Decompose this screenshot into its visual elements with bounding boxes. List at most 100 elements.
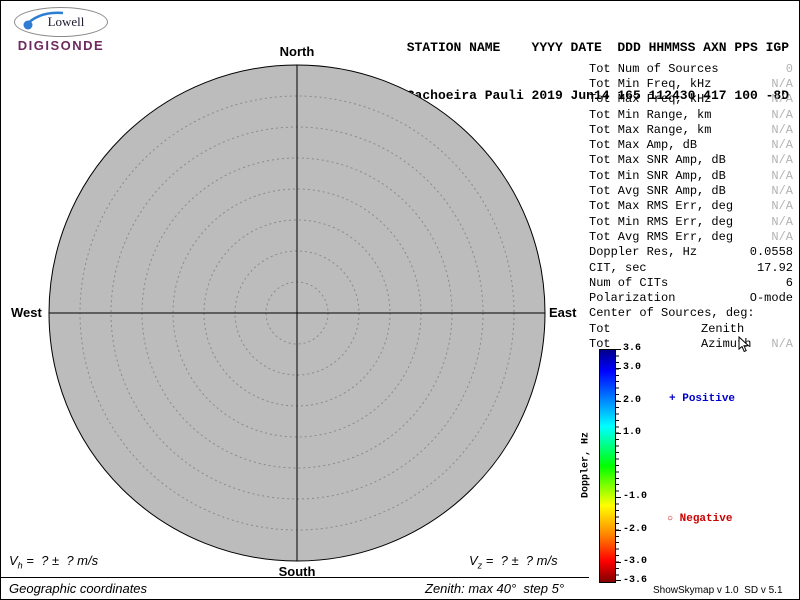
colorbar-tick-label: 1.0 [623,427,642,438]
stat-label: Polarization [589,291,676,306]
stat-value: 17.92 [756,260,793,275]
colorbar-tick-label: 3.0 [623,362,642,373]
stat-label: CIT, sec [589,260,647,275]
station-header-columns: STATION NAME YYYY DATE DDD HHMMSS AXN PP… [406,40,789,55]
colorbar-tick-label: -1.0 [623,491,648,502]
crosshair-axes [49,65,545,561]
app-version-label: ShowSkymap v 1.0 SD v 5.1 [653,585,783,596]
stat-row: Tot Num of Sources 0 [589,61,793,76]
stat-value: N/A [771,199,793,214]
colorbar-tick [616,562,621,563]
stat-value: N/A [771,122,793,137]
stat-label: Tot Num of Sources [589,61,719,76]
lowell-logo-oval: Lowell [14,7,108,37]
plus-marker-icon: + [669,393,676,405]
stat-sublabel: Zenith [701,321,745,336]
stat-row: Tot Max Freq, kHz N/A [589,92,793,107]
stat-value: N/A [771,153,793,168]
stat-label: Tot Min SNR Amp, dB [589,168,726,183]
stat-value: 6 [785,275,793,290]
stat-label: Tot Max Freq, kHz [589,92,712,107]
stat-value: O-mode [749,291,793,306]
stat-value: 0.0558 [749,245,793,260]
colorbar-tick [616,530,621,531]
stat-label: Tot Max Range, km [589,122,712,137]
stat-value: 0 [785,61,793,76]
stat-value: N/A [771,168,793,183]
stat-value: N/A [771,138,793,153]
colorbar-tick [616,497,621,498]
stat-label: Tot Max Amp, dB [589,138,698,153]
colorbar-tick-label: -2.0 [623,524,648,535]
colorbar-tick [616,401,621,402]
stat-row: Tot Avg RMS Err, deg N/A [589,229,793,244]
compass-label-north: North [279,44,315,59]
station-header-values: Cachoeira Pauli 2019 Jun14 165 112430 41… [406,88,789,103]
positive-legend-label: Positive [682,393,736,405]
negative-legend: ○ Negative [667,513,732,525]
stat-label: Tot Min Freq, kHz [589,76,712,91]
stat-label: Num of CITs [589,275,669,290]
doppler-colorbar [599,349,616,583]
stat-row: Num of CITs 6 [589,275,793,290]
stat-label: Doppler Res, Hz [589,245,698,260]
colorbar-tick-label: 3.6 [623,343,642,354]
colorbar-tick [616,368,621,369]
logo-brand-text: Lowell [47,14,85,29]
footer-separator [1,577,589,578]
stat-value: N/A [771,107,793,122]
mouse-cursor-icon [738,335,750,358]
stat-label: Tot Min RMS Err, deg [589,214,734,229]
stat-row: Tot Min RMS Err, deg N/A [589,214,793,229]
stat-label: Tot Min Range, km [589,107,712,122]
negative-legend-label: Negative [679,513,733,525]
stat-label: Tot Max SNR Amp, dB [589,153,726,168]
circle-marker-icon: ○ [667,514,674,525]
colorbar-tick-label: -3.0 [623,556,648,567]
station-header: STATION NAME YYYY DATE DDD HHMMSS AXN PP… [407,8,789,136]
compass-label-west: West [11,305,42,320]
stat-value: N/A [771,76,793,91]
stat-row: Doppler Res, Hz 0.0558 [589,245,793,260]
colorbar-tick [616,349,621,350]
stat-value: N/A [771,229,793,244]
stat-row: CIT, sec 17.92 [589,260,793,275]
stat-row: Tot Max Amp, dB N/A [589,137,793,152]
compass-label-east: East [549,305,577,320]
colorbar-minor-ticks [616,349,619,581]
comet-swoosh-icon [17,9,105,40]
coordinates-mode-label: Geographic coordinates [9,581,148,596]
positive-legend: + Positive [669,393,735,405]
colorbar-title: Doppler, Hz [580,431,592,499]
stat-row: Tot Min Freq, kHz N/A [589,76,793,91]
stat-label: Tot Avg RMS Err, deg [589,229,734,244]
stat-label: Tot [589,336,611,351]
stat-value: N/A [771,92,793,107]
stat-value: N/A [771,214,793,229]
center-of-sources-header: Center of Sources, deg: [589,306,755,321]
stat-row-zenith: Tot Zenith [589,321,793,336]
skymap-polar-plot [48,64,546,562]
stat-row: Tot Max Range, km N/A [589,122,793,137]
lowell-digisonde-logo: Lowell DIGISONDE [9,7,113,53]
colorbar-tick [616,580,621,581]
stat-value: N/A [771,184,793,199]
stat-row: Tot Avg SNR Amp, dB N/A [589,183,793,198]
stat-row: Tot Min SNR Amp, dB N/A [589,168,793,183]
stats-panel: Tot Num of Sources 0 Tot Min Freq, kHz N/A… [589,61,793,352]
stat-row: Tot Max RMS Err, deg N/A [589,199,793,214]
vz-velocity-readout: Vz = ? ± ? m/s [469,553,558,571]
stat-label: Tot [589,321,611,336]
stat-label: Tot Avg SNR Amp, dB [589,184,726,199]
stat-row: Tot Max SNR Amp, dB N/A [589,153,793,168]
stat-label: Tot Max RMS Err, deg [589,199,734,214]
stat-row: Tot Min Range, km N/A [589,107,793,122]
logo-product-text: DIGISONDE [17,38,105,53]
vh-velocity-readout: Vh = ? ± ? m/s [9,553,99,571]
stat-value: N/A [771,336,793,351]
colorbar-tick [616,433,621,434]
colorbar-tick-label: -3.6 [623,575,648,586]
stat-row: Polarization O-mode [589,290,793,305]
compass-label-south: South [278,564,316,579]
